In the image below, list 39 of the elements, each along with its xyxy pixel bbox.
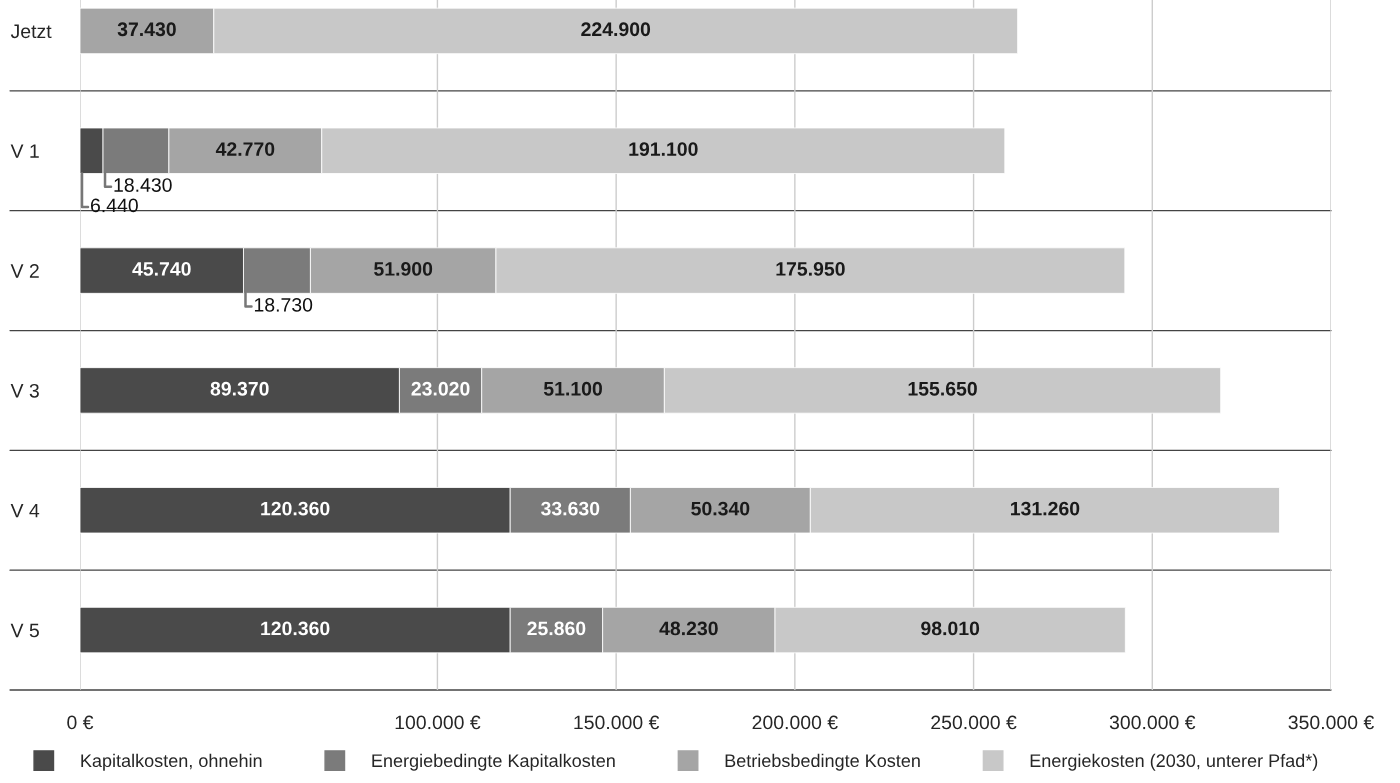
data-label: 51.100	[543, 381, 602, 396]
data-label: 48.230	[659, 621, 718, 636]
data-label: 45.740	[132, 262, 191, 276]
legend-label: Betriebsbedingte Kosten	[725, 753, 920, 771]
y-tick-label: V 1	[10, 144, 39, 158]
data-label: 25.860	[527, 621, 586, 636]
data-label: 224.900	[581, 22, 651, 37]
data-label: 33.630	[541, 501, 600, 516]
legend-label: Kapitalkosten, ohnehin	[81, 753, 262, 771]
data-label: 18.730	[254, 297, 313, 312]
x-tick-label: 200.000 €	[752, 715, 838, 730]
y-tick-label: V 5	[10, 623, 39, 638]
data-label: 120.360	[261, 621, 330, 636]
data-label: 50.340	[691, 501, 750, 516]
legend-label: Energiekosten (2030, unterer Pfad*)	[1030, 753, 1318, 771]
data-label: 18.430	[114, 178, 172, 192]
data-label: 131.260	[1011, 501, 1080, 516]
legend-label: Energiebedingte Kapitalkosten	[372, 753, 615, 771]
x-tick-label: 100.000 €	[395, 715, 481, 730]
x-tick-label: 350.000 €	[1288, 715, 1374, 730]
x-tick-label: 250.000 €	[931, 715, 1017, 730]
y-tick-label: V 3	[10, 383, 39, 398]
data-label: 155.650	[908, 381, 977, 396]
y-tick-label: V 2	[10, 264, 39, 278]
data-label: 191.100	[629, 142, 698, 156]
x-tick-label: 0 €	[67, 715, 94, 730]
data-label: 6.440	[90, 198, 138, 213]
data-label: 89.370	[210, 381, 269, 396]
x-tick-label: 150.000 €	[574, 715, 660, 730]
data-label: 42.770	[215, 142, 275, 156]
data-label: 175.950	[776, 262, 845, 276]
data-label: 37.430	[117, 22, 176, 37]
x-tick-label: 300.000 €	[1109, 715, 1196, 730]
data-label: 23.020	[411, 381, 470, 396]
data-label: 120.360	[261, 501, 330, 516]
data-label: 51.900	[374, 262, 433, 276]
data-label: 98.010	[921, 621, 980, 636]
y-tick-label: V 4	[10, 503, 40, 518]
y-tick-label: Jetzt	[10, 24, 52, 39]
